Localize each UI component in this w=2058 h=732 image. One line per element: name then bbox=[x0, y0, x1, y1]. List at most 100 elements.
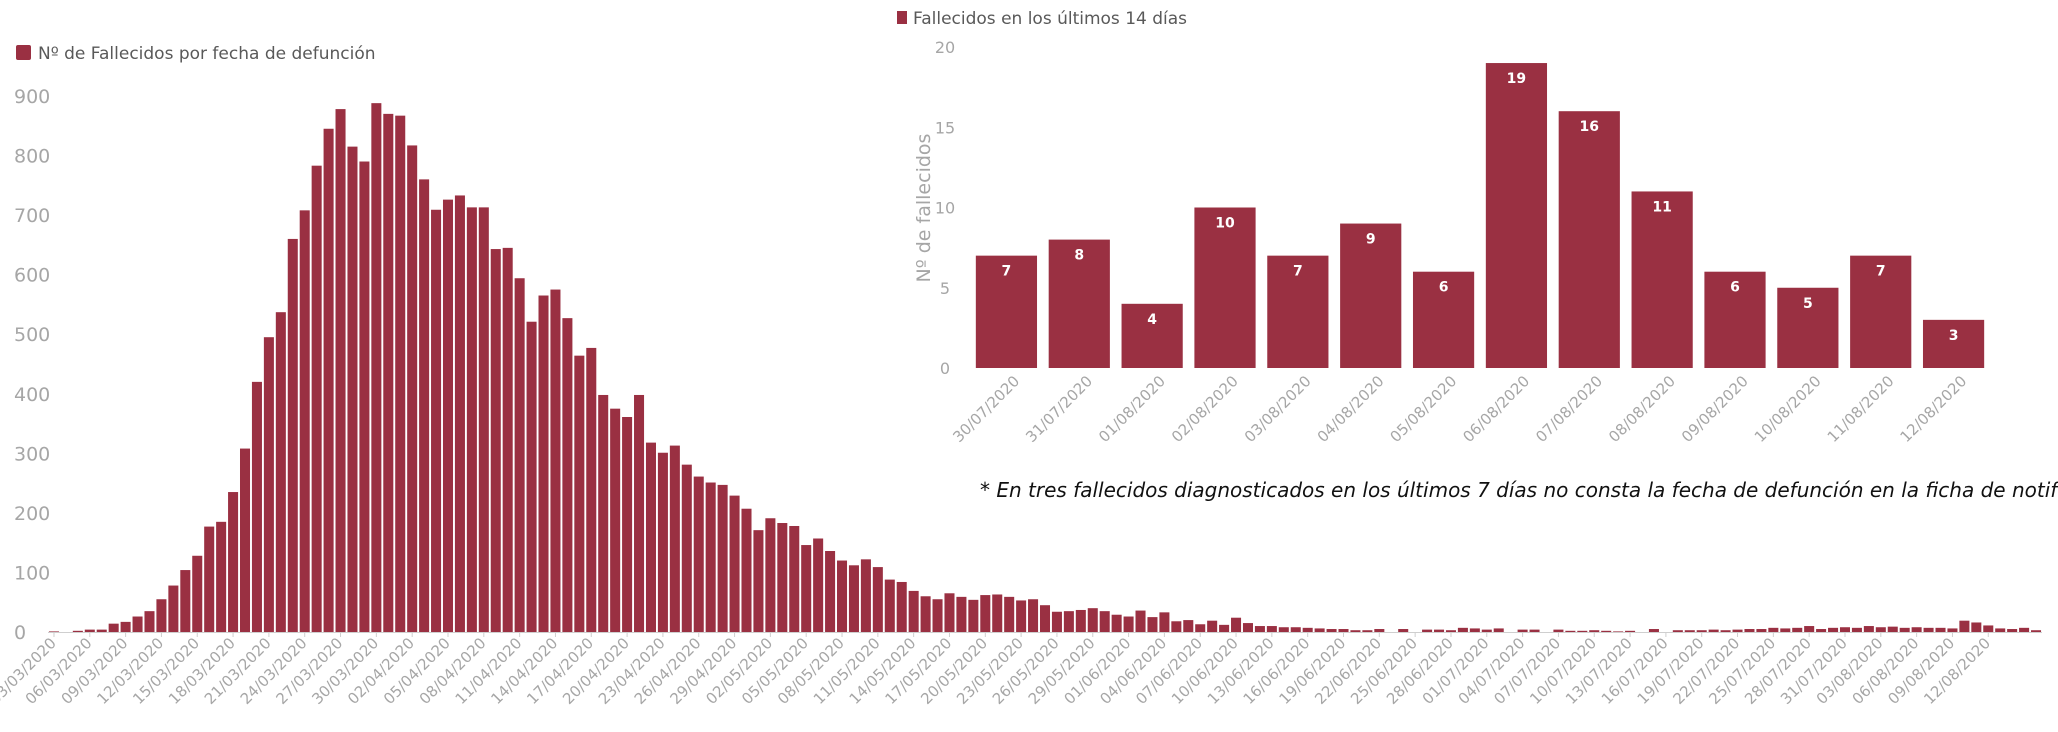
main-bar bbox=[598, 394, 609, 632]
inset-x-tick-label: 02/08/2020 bbox=[1168, 372, 1242, 446]
main-bar bbox=[132, 616, 143, 632]
main-bar bbox=[1398, 629, 1409, 632]
main-bar bbox=[1995, 628, 2006, 632]
main-bar bbox=[729, 495, 740, 632]
main-bar bbox=[431, 209, 442, 633]
main-bar bbox=[825, 551, 836, 632]
inset-x-tick-label: 09/08/2020 bbox=[1678, 372, 1752, 446]
main-bar bbox=[1314, 628, 1325, 632]
main-bar bbox=[1983, 625, 1994, 632]
footnote: * En tres fallecidos diagnosticados en l… bbox=[980, 478, 2058, 502]
main-bar bbox=[1099, 611, 1110, 632]
main-bar bbox=[1851, 627, 1862, 632]
inset-x-tick-label: 12/08/2020 bbox=[1897, 372, 1971, 446]
inset-legend-swatch bbox=[897, 11, 907, 24]
main-bar bbox=[383, 113, 394, 632]
main-y-tick-label: 900 bbox=[14, 86, 50, 108]
main-bar bbox=[1672, 630, 1683, 632]
main-bar bbox=[550, 289, 561, 632]
main-bar bbox=[1493, 628, 1504, 632]
main-y-tick-label: 0 bbox=[14, 622, 26, 644]
main-y-tick-label: 600 bbox=[14, 265, 50, 287]
main-bar bbox=[466, 207, 477, 632]
inset-bar-label: 9 bbox=[1366, 232, 1376, 248]
main-bar bbox=[48, 631, 59, 632]
main-bar bbox=[1839, 627, 1851, 632]
main-bar bbox=[681, 464, 692, 632]
main-bar bbox=[228, 492, 239, 632]
main-bar bbox=[1326, 629, 1337, 632]
main-bar bbox=[1278, 627, 1289, 632]
main-bar bbox=[1684, 630, 1695, 632]
main-bar bbox=[84, 629, 95, 632]
main-bar bbox=[1290, 627, 1301, 632]
main-bar bbox=[1171, 621, 1182, 632]
main-bar bbox=[1362, 630, 1373, 632]
main-bar bbox=[2019, 627, 2030, 632]
main-bar bbox=[1350, 630, 1361, 632]
inset-bar-label: 7 bbox=[1293, 264, 1303, 280]
main-bar bbox=[1159, 612, 1170, 632]
inset-bar bbox=[1777, 287, 1839, 368]
main-bar bbox=[944, 593, 955, 632]
main-bar bbox=[1135, 610, 1146, 632]
main-bar bbox=[1947, 628, 1958, 632]
main-bar bbox=[657, 452, 668, 632]
main-y-tick-label: 700 bbox=[14, 205, 50, 227]
main-bar bbox=[1517, 629, 1528, 632]
main-bar bbox=[323, 128, 334, 632]
main-bar bbox=[1004, 596, 1015, 632]
main-bar bbox=[1935, 627, 1946, 632]
main-bar bbox=[717, 484, 728, 632]
inset-bar bbox=[1340, 223, 1402, 368]
main-bar bbox=[956, 596, 967, 632]
main-y-tick-label: 500 bbox=[14, 324, 50, 346]
inset-bar-label: 6 bbox=[1730, 280, 1740, 296]
main-bar bbox=[419, 179, 430, 632]
main-y-tick-label: 100 bbox=[14, 562, 50, 584]
main-bar bbox=[478, 207, 489, 632]
main-bar bbox=[1756, 629, 1767, 632]
main-bar bbox=[1266, 626, 1277, 632]
main-bar bbox=[1887, 626, 1898, 632]
main-bar bbox=[299, 210, 310, 632]
main-bar bbox=[1732, 629, 1743, 632]
main-bar bbox=[263, 337, 274, 632]
main-bar bbox=[347, 146, 358, 632]
inset-x-tick-label: 07/08/2020 bbox=[1532, 372, 1606, 446]
main-bar bbox=[789, 525, 800, 632]
main-bar bbox=[1875, 627, 1886, 632]
inset-x-tick-label: 11/08/2020 bbox=[1824, 372, 1898, 446]
inset-x-tick-label: 06/08/2020 bbox=[1459, 372, 1533, 446]
inset-x-tick-label: 10/08/2020 bbox=[1751, 372, 1825, 446]
main-bar bbox=[777, 523, 788, 632]
inset-bar-label: 6 bbox=[1439, 280, 1449, 296]
main-bar bbox=[693, 476, 704, 632]
main-bar bbox=[562, 318, 573, 632]
inset-bar bbox=[1631, 191, 1693, 368]
main-bar bbox=[502, 247, 513, 632]
inset-x-tick-label: 05/08/2020 bbox=[1387, 372, 1461, 446]
main-y-tick-label: 800 bbox=[14, 146, 50, 168]
main-bar bbox=[275, 312, 286, 632]
inset-bar-label: 4 bbox=[1147, 312, 1157, 328]
main-bar bbox=[1601, 630, 1612, 632]
main-bar bbox=[932, 599, 943, 632]
inset-bar bbox=[1412, 271, 1475, 368]
main-bar bbox=[884, 579, 895, 632]
main-chart: Nº de Fallecidos por fecha de defunción 0… bbox=[0, 44, 2042, 708]
main-y-tick-label: 200 bbox=[14, 503, 50, 525]
main-bar bbox=[1457, 627, 1468, 632]
main-bar bbox=[1123, 616, 1134, 632]
inset-y-tick-label: 5 bbox=[940, 279, 950, 298]
main-bar bbox=[514, 278, 525, 632]
main-bar bbox=[1816, 629, 1827, 632]
main-legend-label: Nº de Fallecidos por fecha de defunción bbox=[38, 44, 376, 64]
main-bar bbox=[1481, 629, 1492, 632]
main-bar bbox=[96, 629, 107, 632]
main-bar bbox=[860, 559, 871, 632]
main-bar bbox=[1792, 627, 1803, 632]
main-bar bbox=[1899, 627, 1910, 632]
main-bar bbox=[610, 408, 621, 632]
main-bar bbox=[1744, 629, 1755, 632]
